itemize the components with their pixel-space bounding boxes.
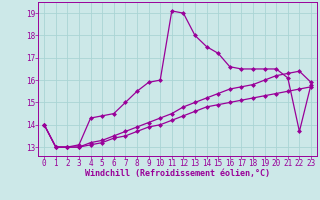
X-axis label: Windchill (Refroidissement éolien,°C): Windchill (Refroidissement éolien,°C)	[85, 169, 270, 178]
